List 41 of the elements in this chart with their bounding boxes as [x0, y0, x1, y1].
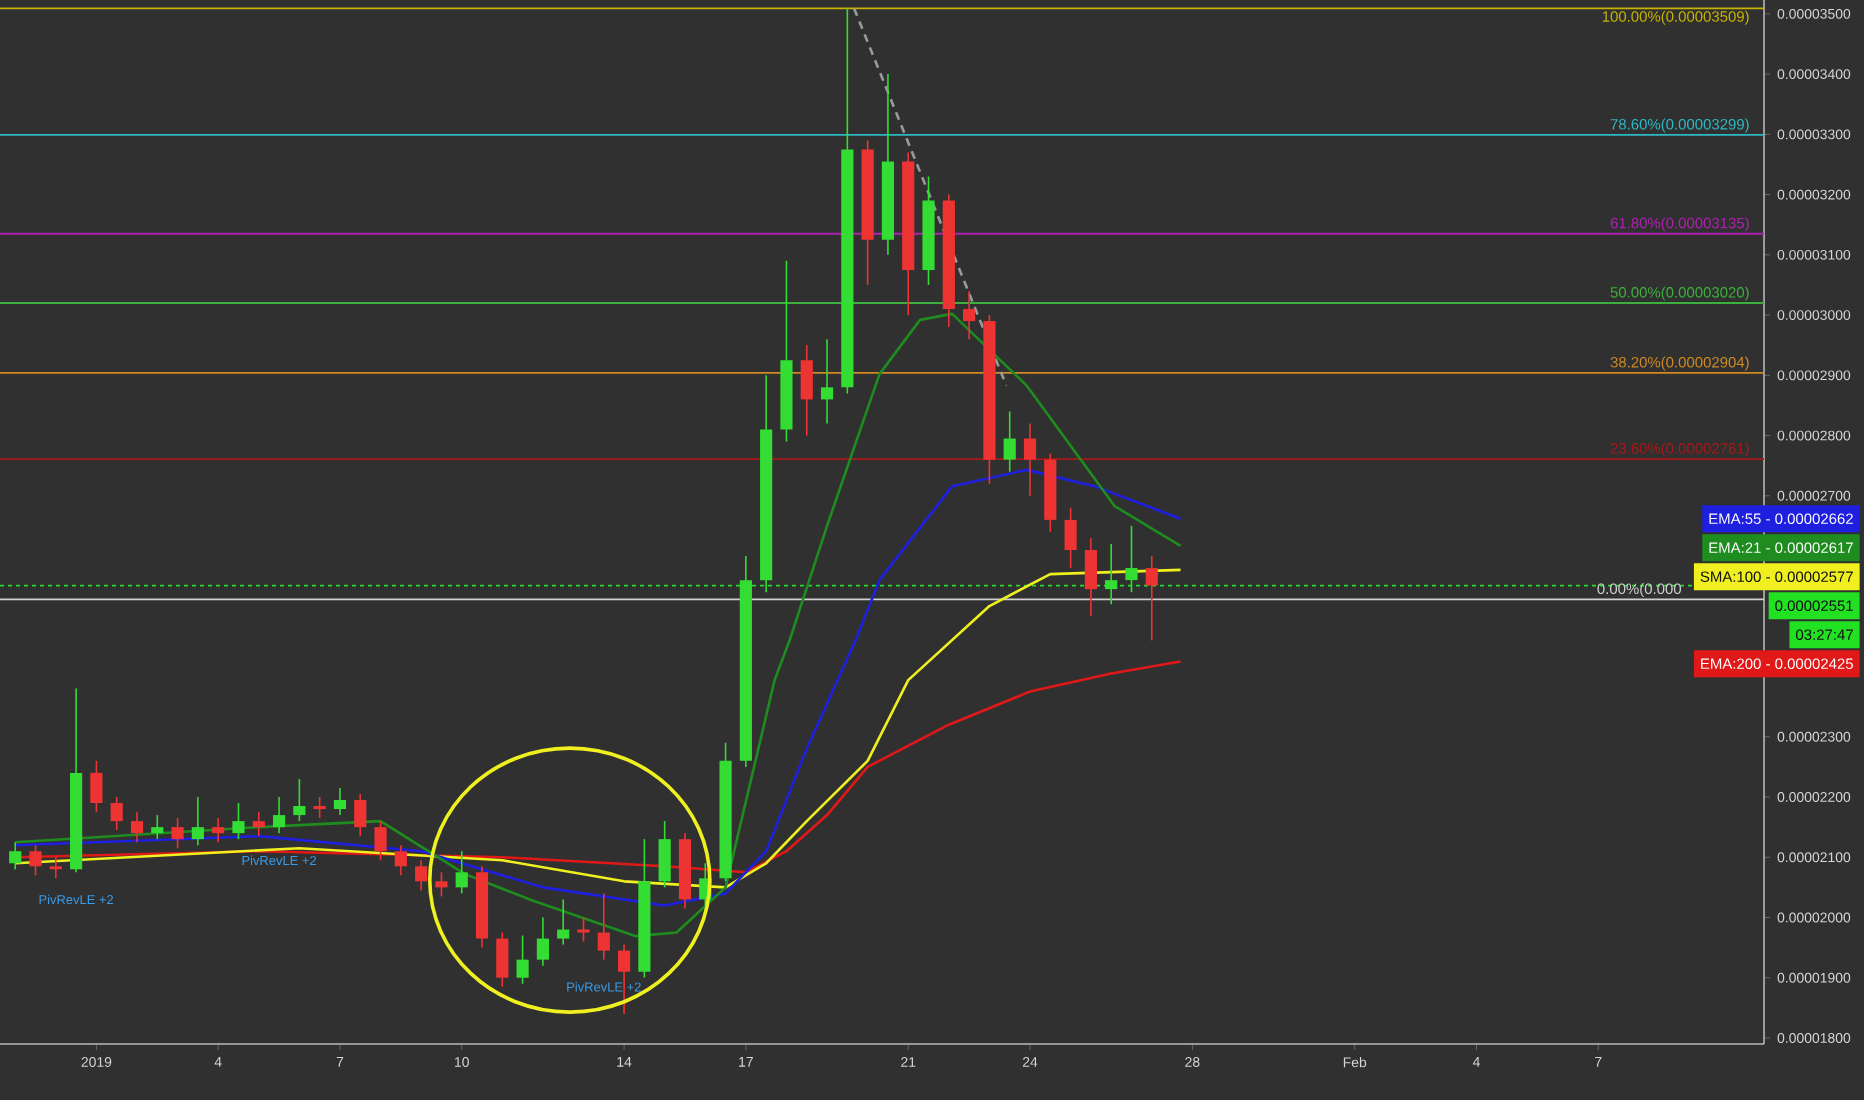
candlestick [496, 931, 509, 988]
candlestick [963, 290, 976, 340]
candlestick [800, 344, 813, 437]
candlestick [110, 796, 123, 831]
candlestick [130, 811, 144, 843]
candlestick [333, 787, 347, 816]
candlestick [1084, 537, 1097, 618]
candlestick [536, 916, 549, 967]
candlestick [435, 871, 448, 898]
candlestick [415, 859, 428, 892]
candlestick [90, 760, 103, 813]
candlestick [577, 916, 590, 943]
candlestick [354, 793, 367, 837]
candlestick [252, 811, 265, 837]
candlestick [1105, 543, 1118, 606]
candlestick [171, 817, 184, 850]
candlestick [191, 796, 204, 846]
candlestick [1125, 525, 1138, 593]
candlestick [1145, 555, 1158, 642]
candlestick [1003, 410, 1016, 473]
candlestick [658, 820, 671, 889]
candlestick [820, 338, 834, 425]
candlestick [212, 817, 225, 843]
candlestick [29, 844, 42, 877]
line-series [13, 312, 1182, 938]
candlestick [557, 898, 570, 946]
candlestick [1064, 507, 1077, 569]
candlestick [313, 796, 326, 819]
line-series [13, 468, 1182, 907]
candlestick [394, 844, 407, 877]
candlestick [455, 850, 468, 895]
candlestick [1023, 422, 1037, 497]
candlestick [516, 934, 529, 985]
candlestick [374, 820, 387, 862]
candlestick [232, 802, 245, 840]
candlestick [9, 841, 22, 871]
candlestick [49, 856, 62, 880]
candlestick [151, 814, 164, 840]
candlestick [293, 778, 306, 822]
candlestick [597, 892, 610, 961]
candlestick [272, 796, 286, 834]
